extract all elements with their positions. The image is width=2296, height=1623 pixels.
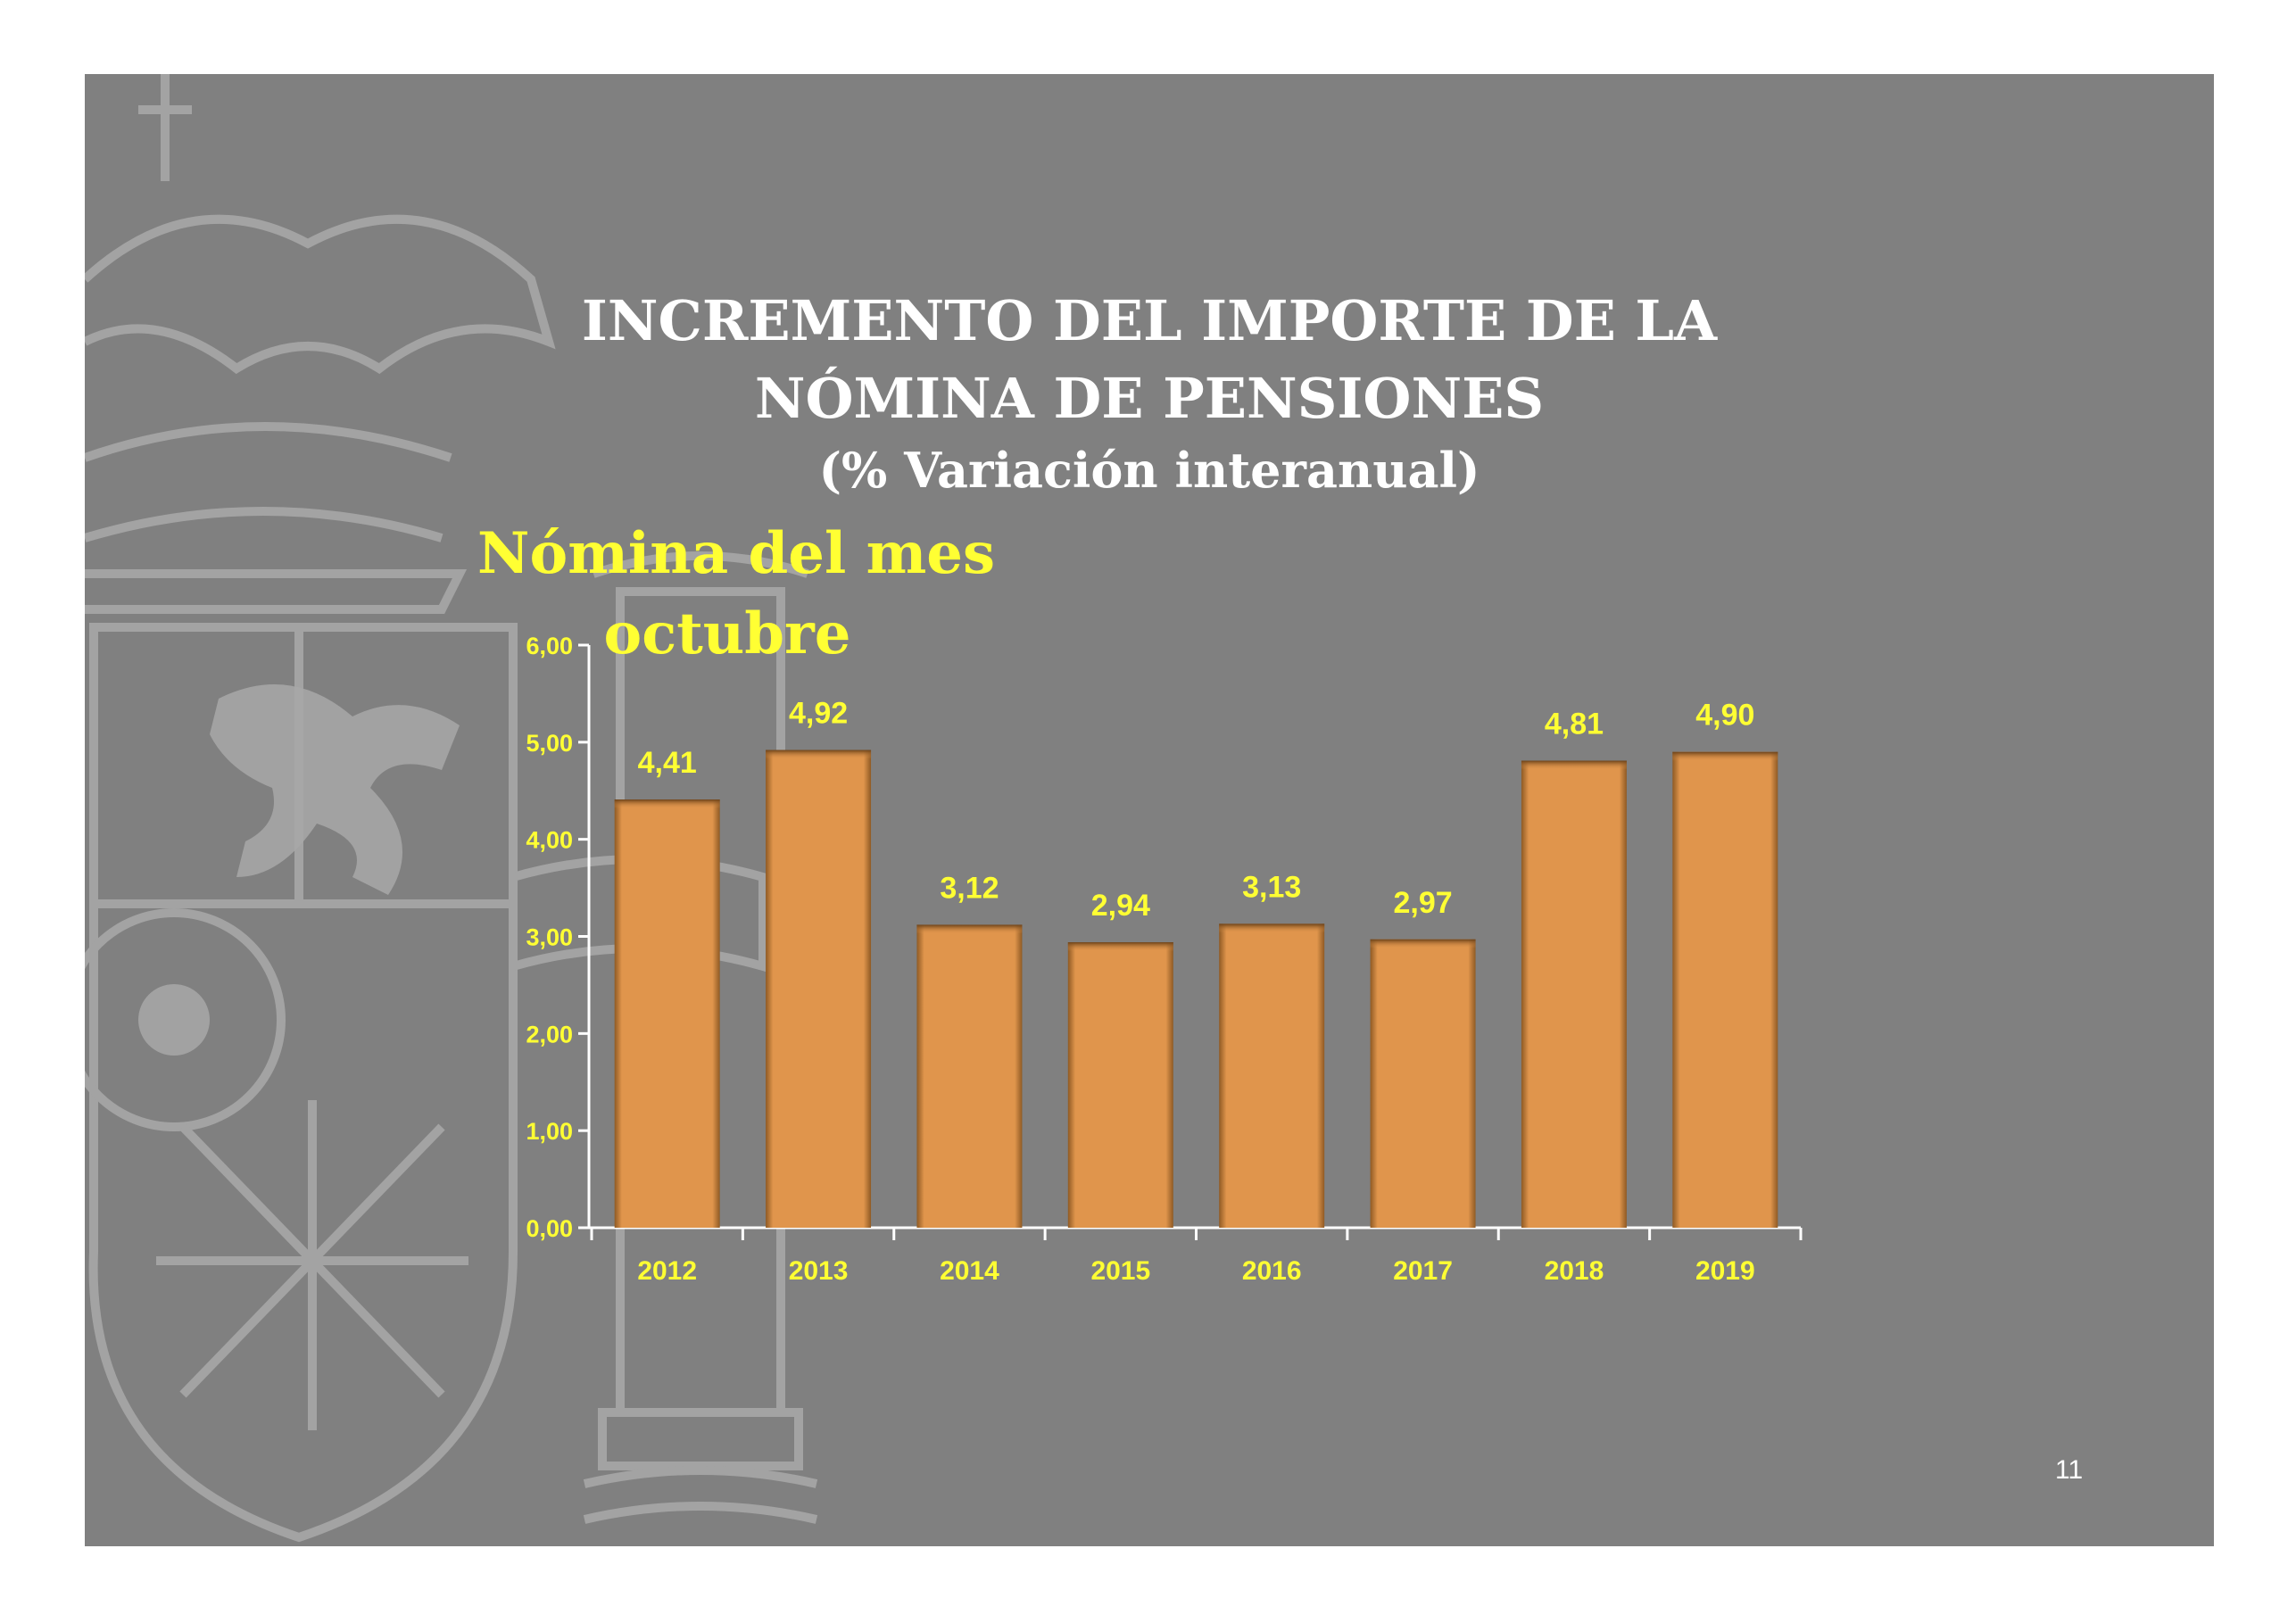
y-tick-label: 2,00 [526,1021,573,1047]
x-tick-label: 2012 [637,1256,697,1286]
x-tick-label: 2015 [1090,1256,1150,1286]
y-tick-label: 6,00 [526,633,573,659]
bar-top-shade [1219,923,1325,933]
data-label: 2,94 [1091,889,1150,923]
bar-chart: 0,00 1,00 2,00 3,00 4,00 5,00 6,00 4,41 2012 4,92… [526,633,1803,1286]
bar [916,924,1023,1228]
slide-title-line2: NÓMINA DE PENSIONES [754,366,1545,431]
x-tick-label: 2013 [789,1256,849,1286]
page-number: 11 [2055,1455,2084,1485]
slide: INCREMENTO DEL IMPORTE DE LA NÓMINA DE P… [85,74,2214,1546]
bar [1370,939,1476,1228]
bar [766,749,872,1228]
y-tick-label: 4,00 [526,827,573,854]
slide-title-line1: INCREMENTO DEL IMPORTE DE LA [581,288,1718,353]
slide-title-line3: (% Variación interanual) [818,442,1480,499]
bar-top-shade [916,924,1023,934]
y-tick-label: 3,00 [526,924,573,951]
y-tick-label: 5,00 [526,730,573,757]
bar-top-shade [1067,942,1173,952]
bar-top-shade [766,749,872,759]
data-label: 4,81 [1545,708,1604,741]
x-tick-label: 2019 [1695,1256,1755,1286]
chart-title-line1: Nómina del mes [477,520,996,587]
bar [1672,751,1778,1228]
x-tick-label: 2014 [940,1256,999,1286]
data-label: 3,12 [940,871,999,905]
x-tick-label: 2018 [1545,1256,1604,1286]
x-tick-label: 2016 [1242,1256,1302,1286]
data-label: 3,13 [1242,870,1301,904]
bar-top-shade [1672,751,1778,761]
y-tick-label: 0,00 [526,1215,573,1242]
bar [1521,760,1627,1228]
data-label: 4,41 [638,746,697,780]
data-label: 4,92 [789,697,848,731]
data-label: 2,97 [1393,886,1452,920]
chart-title-line2: octubre [603,600,851,667]
bar-top-shade [1521,760,1627,770]
y-tick-label: 1,00 [526,1118,573,1145]
data-label: 4,90 [1695,699,1754,733]
x-tick-label: 2017 [1393,1256,1453,1286]
plot-area: 0,00 1,00 2,00 3,00 4,00 5,00 6,00 4,41 2012 4,92… [526,633,1803,1286]
bar-top-shade [1370,939,1476,948]
bar [1067,942,1173,1228]
bar [614,799,720,1228]
coat-of-arms-watermark [85,74,818,1543]
bar [1219,923,1325,1228]
bar-top-shade [614,799,720,809]
